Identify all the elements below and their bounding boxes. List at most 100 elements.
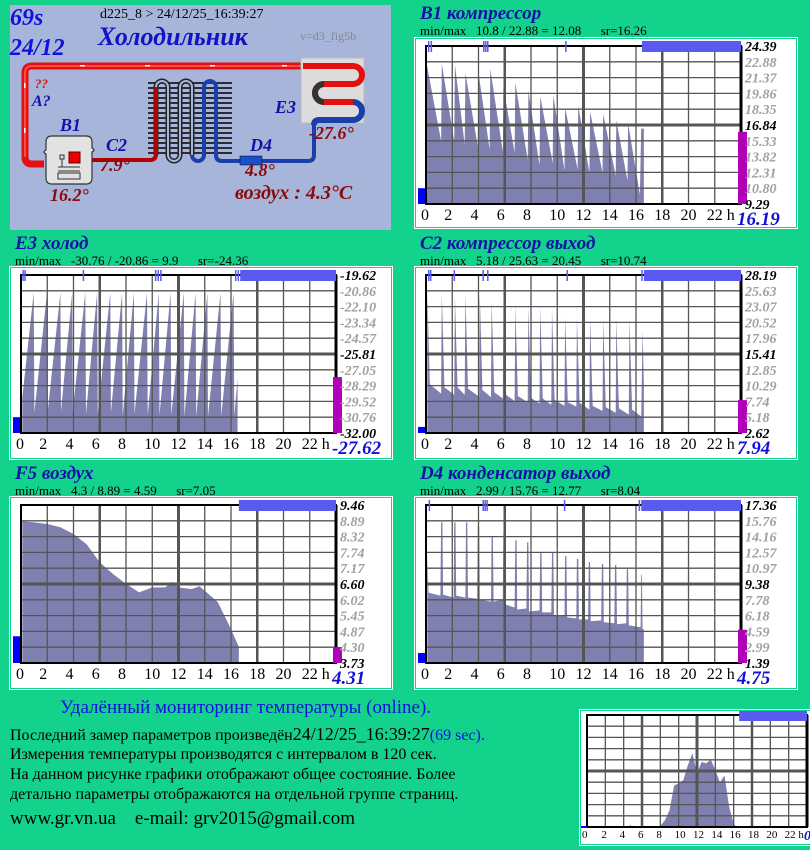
refrigeration-circuit-graphic bbox=[21, 57, 365, 185]
series-area bbox=[22, 521, 239, 663]
x-tick-label: 12 bbox=[576, 436, 592, 453]
condenser-outlet-pipe bbox=[235, 123, 316, 163]
stats-max: 8.89 bbox=[97, 483, 121, 498]
flow-arrows bbox=[24, 65, 287, 133]
min-level-marker bbox=[418, 653, 425, 663]
date-short: 24/12 bbox=[10, 35, 65, 61]
y-tick-label: 7.78 bbox=[745, 594, 770, 609]
last-measure-time: 24/12/25_16:39:27 bbox=[292, 724, 430, 744]
stats-max: 22.88 bbox=[508, 23, 539, 38]
y-tick-label: 13.82 bbox=[745, 151, 777, 166]
y-tick-label: 10.80 bbox=[745, 182, 777, 197]
top-event-mark bbox=[427, 270, 430, 281]
x-tick-label: 4 bbox=[471, 207, 479, 224]
y-tick-label: -20.86 bbox=[340, 285, 376, 300]
x-tick-label: 6 bbox=[92, 666, 100, 683]
y-tick-label: 22.88 bbox=[744, 56, 777, 71]
y-tick-label: 21.37 bbox=[744, 72, 778, 87]
min-level-marker bbox=[13, 636, 20, 663]
y-tick-label: -30.76 bbox=[340, 411, 376, 426]
website-link[interactable]: www.gr.vn.ua bbox=[10, 808, 116, 829]
chart-c2: 28.19 25.63 23.07 20.52 17.96 15.41 12.85 10.29… bbox=[414, 266, 798, 460]
x-tick-label: 0 bbox=[16, 436, 24, 453]
y-tick-label: 9.29 bbox=[745, 198, 770, 213]
y-tick-label: -28.29 bbox=[340, 380, 376, 395]
current-value-bar bbox=[333, 647, 342, 663]
y-tick-label: 6.02 bbox=[340, 594, 365, 609]
min-level-marker bbox=[13, 417, 20, 433]
stats-sr: -24.36 bbox=[214, 253, 249, 268]
y-tick-label: 8.32 bbox=[340, 531, 365, 546]
current-value-bar bbox=[738, 131, 747, 204]
y-tick-label: 12.57 bbox=[745, 546, 778, 561]
current-value-label: 16.19 bbox=[737, 209, 780, 230]
top-no-data-bar bbox=[641, 41, 741, 52]
x-tick-label: 14 bbox=[602, 207, 618, 224]
stats-min: 5.18 bbox=[475, 253, 499, 268]
x-tick-label: 8 bbox=[118, 666, 126, 683]
description-line-2: детально параметры отображаются на отдел… bbox=[10, 786, 459, 803]
stats-range: 12.08 bbox=[551, 23, 582, 38]
x-tick-label: 10 bbox=[549, 207, 565, 224]
d4-sensor bbox=[239, 155, 263, 166]
x-tick-label: 18 bbox=[249, 436, 265, 453]
stats-range: 9.9 bbox=[162, 253, 179, 268]
y-tick-label: 18.35 bbox=[745, 103, 777, 118]
current-value-bar bbox=[738, 400, 747, 433]
series-area bbox=[427, 292, 644, 433]
stats-max: -20.86 bbox=[114, 253, 149, 268]
top-event-mark bbox=[453, 270, 456, 281]
y-tick-label: 28.19 bbox=[744, 269, 777, 284]
y-tick-label: 17.96 bbox=[745, 332, 777, 347]
top-event-mark bbox=[427, 41, 430, 52]
x-tick-label: 12 bbox=[171, 436, 187, 453]
chart-stats-e3: min/max -30.76 / -20.86 = 9.9 sr=-24.36 bbox=[15, 253, 249, 268]
chart-title-b1: B1 компрессор bbox=[420, 3, 542, 24]
contact-line: www.gr.vn.ua e-mail: grv2015@gmail.com bbox=[10, 808, 355, 830]
x-tick-label: 12 bbox=[576, 666, 592, 683]
x-tick-label: 6 bbox=[497, 207, 505, 224]
top-event-mark bbox=[487, 41, 489, 52]
chart-title-d4: D4 конденсатор выход bbox=[420, 463, 611, 484]
x-tick-label: 16 bbox=[223, 436, 239, 453]
x-tick-label: 22 h bbox=[302, 666, 330, 683]
y-tick-label: 23.07 bbox=[744, 301, 778, 316]
x-tick-label: 8 bbox=[523, 666, 531, 683]
current-value-label: 7.94 bbox=[737, 438, 770, 459]
x-tick-label: 0 bbox=[421, 207, 429, 224]
x-tick-label: 12 bbox=[693, 829, 704, 841]
top-event-mark bbox=[430, 41, 433, 52]
stats-sr: 8.04 bbox=[617, 483, 641, 498]
x-tick-label: 14 bbox=[711, 829, 723, 841]
x-tick-label: 8 bbox=[523, 207, 531, 224]
y-tick-label: -29.52 bbox=[340, 395, 376, 410]
b1-label: B1 bbox=[60, 115, 82, 135]
x-tick-label: 8 bbox=[656, 829, 662, 841]
y-tick-label: 25.63 bbox=[744, 285, 777, 300]
y-tick-label: 15.41 bbox=[745, 348, 777, 363]
x-tick-label: 18 bbox=[748, 829, 760, 841]
x-tick-label: 20 bbox=[681, 207, 697, 224]
c2-value: 7.9° bbox=[100, 155, 130, 175]
last-measure-label: Последний замер параметров произведён bbox=[10, 727, 293, 744]
y-tick-label: 9.46 bbox=[340, 499, 365, 514]
c2-label: C2 bbox=[106, 135, 128, 155]
y-tick-label: -19.62 bbox=[340, 269, 376, 284]
y-tick-label: 7.74 bbox=[340, 546, 365, 561]
x-tick-label: 22 h bbox=[302, 436, 330, 453]
y-tick-label: 10.97 bbox=[745, 562, 778, 577]
chart-stats-d4: min/max 2.99 / 15.76 = 12.77 sr=8.04 bbox=[420, 483, 641, 498]
top-event-mark bbox=[485, 41, 487, 52]
x-tick-label: 14 bbox=[197, 666, 213, 683]
top-event-mark bbox=[160, 270, 162, 281]
top-no-data-bar bbox=[238, 500, 336, 511]
top-event-mark bbox=[429, 270, 432, 281]
y-tick-label: 9.38 bbox=[745, 578, 770, 593]
x-tick-label: 8 bbox=[118, 436, 126, 453]
top-event-mark bbox=[565, 41, 567, 52]
last-measure-line: Последний замер параметров произведён24/… bbox=[10, 724, 485, 745]
y-tick-label: 24.39 bbox=[744, 40, 777, 55]
email-link[interactable]: e-mail: grv2015@gmail.com bbox=[134, 808, 356, 829]
y-tick-label: 15.76 bbox=[745, 515, 777, 530]
top-event-mark bbox=[157, 270, 159, 281]
